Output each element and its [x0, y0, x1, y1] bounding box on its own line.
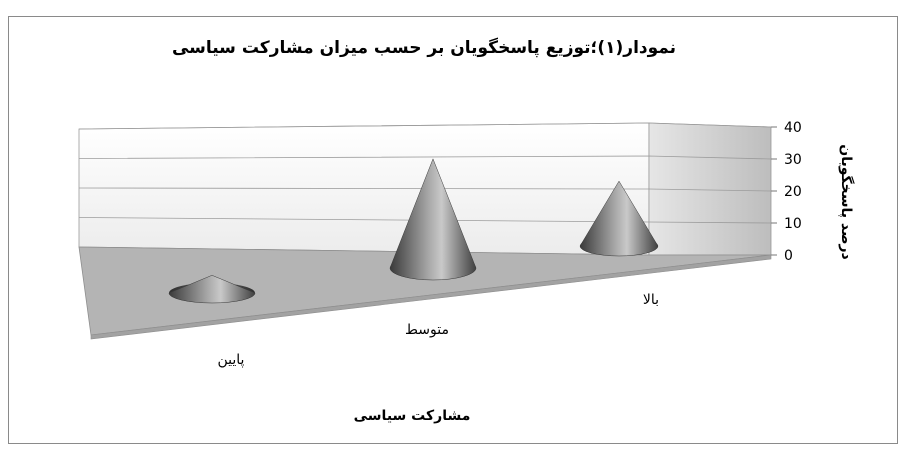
y-tick-label: 20	[784, 184, 802, 200]
chart-frame: 0 10 20 30 40 پايين متوسط بالا نمودار(۱)؛توزیع…	[8, 16, 898, 444]
cone-body	[389, 158, 477, 281]
y-tick-label: 0	[784, 248, 793, 264]
cones	[168, 158, 659, 304]
gridline	[78, 122, 772, 130]
gridlines	[78, 122, 772, 224]
gridline	[78, 187, 772, 192]
gridline	[78, 217, 772, 224]
x-axis-title: مشارکت سیاسی	[354, 408, 471, 424]
cone-3	[579, 180, 659, 257]
y-tick-label: 30	[784, 152, 802, 168]
x-axis-categories: پايين متوسط بالا	[218, 292, 660, 368]
cone-2	[389, 158, 477, 281]
category-label: پايين	[218, 352, 245, 368]
y-tick-label: 10	[784, 216, 802, 232]
floor-front-edge	[90, 254, 772, 340]
y-axis-ticks: 0 10 20 30 40	[771, 120, 802, 264]
category-label: بالا	[643, 292, 659, 308]
cone-body	[579, 180, 659, 257]
chart-title: نمودار(۱)؛توزیع پاسخگویان بر حسب میزان م…	[172, 37, 676, 58]
cone-body	[168, 275, 256, 304]
cone-1	[168, 275, 256, 304]
y-tick-label: 40	[784, 120, 802, 136]
category-label: متوسط	[405, 322, 449, 338]
gridline	[78, 155, 772, 160]
chart-canvas: 0 10 20 30 40 پايين متوسط بالا نمودار(۱)؛توزیع…	[78, 37, 855, 424]
y-axis-title: درصد پاسخگویان	[838, 144, 855, 260]
